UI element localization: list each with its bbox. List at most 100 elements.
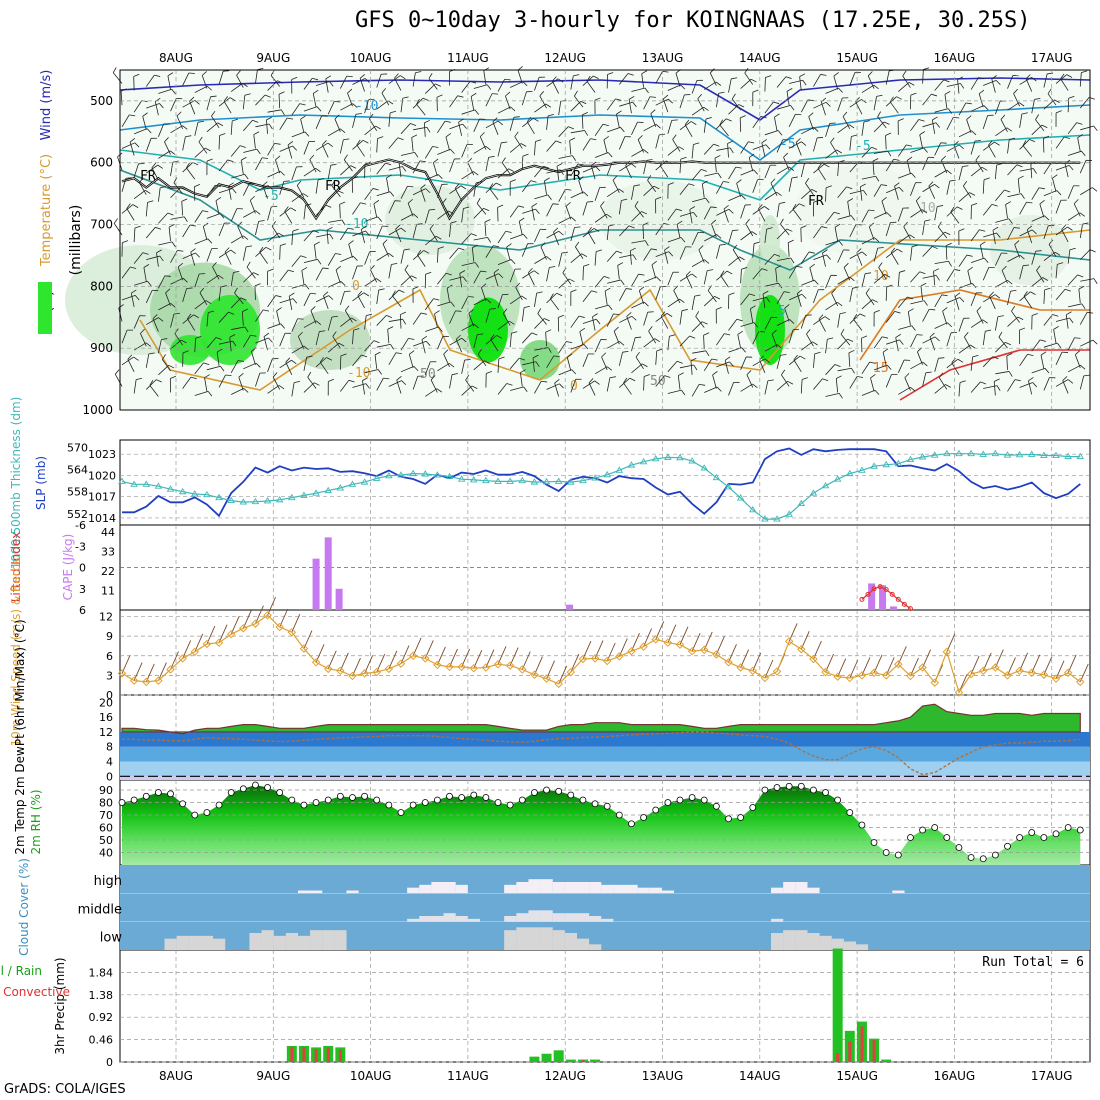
wind-barb bbox=[424, 361, 431, 375]
wind-barb bbox=[618, 200, 622, 215]
wind-barb-flag bbox=[1026, 201, 1033, 204]
wind-barb bbox=[861, 389, 876, 396]
wind-barb bbox=[983, 79, 997, 86]
wind-barb bbox=[691, 106, 704, 116]
wind-barb-flag bbox=[972, 354, 979, 358]
wind-barb-flag bbox=[129, 114, 136, 117]
precip-total-bar bbox=[881, 1059, 892, 1062]
wind-barb bbox=[376, 100, 389, 110]
wind-barb bbox=[618, 352, 623, 366]
wind10m-speed-point bbox=[615, 652, 624, 661]
wind-barb bbox=[176, 115, 184, 129]
wind-barb-flag bbox=[957, 76, 964, 80]
wind-barb-flag bbox=[951, 357, 956, 364]
wind-barb-flag bbox=[477, 333, 484, 336]
wind-barb-flag bbox=[587, 226, 592, 233]
wind-barb bbox=[158, 275, 166, 289]
wind-barb bbox=[716, 361, 730, 368]
wind-barb-flag bbox=[397, 137, 404, 141]
wind-barb bbox=[497, 79, 506, 92]
wind-barb bbox=[982, 179, 985, 194]
wind-barb bbox=[267, 170, 281, 178]
wind-barb bbox=[716, 270, 728, 281]
wind-barb bbox=[303, 78, 313, 90]
wind-barb-flag bbox=[171, 241, 176, 248]
wind-barb-flag bbox=[746, 370, 752, 376]
wind-barb bbox=[194, 300, 207, 310]
wind-barb bbox=[194, 362, 204, 375]
wind-barb-flag bbox=[1031, 229, 1037, 235]
wind-barb bbox=[855, 101, 863, 115]
wind-barb bbox=[327, 190, 339, 202]
wind-barb bbox=[1007, 75, 1014, 89]
wind-barb-flag bbox=[723, 204, 729, 210]
wind-barb bbox=[206, 96, 211, 111]
wind-barb-flag bbox=[871, 146, 878, 150]
wind-barb-flag bbox=[684, 119, 690, 125]
wind-barb-flag bbox=[322, 267, 329, 270]
wind10m-barb bbox=[449, 648, 458, 668]
wind-barb bbox=[509, 143, 522, 153]
rh-shading-region bbox=[990, 215, 1070, 285]
wind-barb bbox=[230, 120, 233, 135]
wind-barb-flag bbox=[594, 97, 601, 101]
wind-barb-flag bbox=[353, 328, 360, 331]
wind-barb-flag bbox=[830, 137, 835, 143]
wind-barb-flag bbox=[923, 300, 928, 306]
wind-barb bbox=[218, 135, 220, 150]
wind-barb-flag bbox=[193, 314, 199, 319]
wind-barb bbox=[206, 185, 216, 197]
wind-barb bbox=[539, 95, 547, 109]
wind-barb-flag bbox=[549, 293, 554, 299]
wind10m-barb bbox=[703, 631, 713, 651]
wind-barb bbox=[170, 162, 174, 177]
wind-barb bbox=[218, 286, 222, 301]
wind-barb bbox=[662, 98, 669, 113]
wind-barb-flag bbox=[188, 72, 195, 74]
wind-barb bbox=[212, 266, 220, 280]
wind-barb bbox=[449, 123, 463, 130]
lifted-index-point bbox=[889, 591, 895, 597]
wind-barb bbox=[348, 244, 353, 258]
precip-total-bar bbox=[553, 1050, 564, 1062]
wind-barb-flag bbox=[523, 386, 528, 392]
wind-barb-flag bbox=[165, 288, 171, 294]
x-tick-label-bottom: 17AUG bbox=[1031, 1069, 1073, 1083]
wind-barb bbox=[861, 299, 873, 310]
thickness-marker bbox=[336, 484, 345, 491]
wind-barb-flag bbox=[521, 295, 527, 300]
wind-barb-flag bbox=[748, 141, 755, 144]
wind-barb bbox=[612, 180, 620, 193]
wind-barb-flag bbox=[1092, 339, 1098, 345]
wind-barb-flag bbox=[945, 384, 951, 388]
wind-barb-flag bbox=[481, 283, 487, 288]
wind-barb-flag bbox=[827, 337, 834, 340]
wind-barb-flag bbox=[741, 267, 748, 270]
wind-barb-flag bbox=[873, 310, 880, 313]
wind10m-barb bbox=[291, 614, 301, 633]
wind-barb bbox=[715, 93, 720, 108]
precip-convective-bar bbox=[872, 1040, 876, 1062]
wind-barb-flag bbox=[974, 140, 982, 142]
wind-barb-flag bbox=[348, 379, 355, 383]
thickness-marker bbox=[1015, 450, 1024, 458]
wind-barb bbox=[326, 230, 329, 245]
wind-barb-flag bbox=[741, 194, 746, 200]
wind-barb-flag bbox=[904, 373, 910, 378]
wind-barb bbox=[1062, 380, 1069, 394]
wind-barb bbox=[1043, 377, 1050, 391]
wind-barb-flag bbox=[112, 67, 117, 73]
wind-barb bbox=[904, 377, 911, 391]
wind-barb bbox=[267, 109, 282, 113]
wind-barb bbox=[1028, 380, 1033, 395]
wind-barb bbox=[582, 138, 591, 151]
wind-barb-flag bbox=[681, 308, 688, 312]
wind-barb bbox=[315, 331, 320, 346]
wind-barb bbox=[168, 227, 171, 242]
wind-barb-flag bbox=[872, 158, 879, 162]
wind-barb bbox=[443, 353, 450, 367]
wind-barb-flag bbox=[302, 193, 309, 198]
wind-barb-flag bbox=[725, 118, 732, 122]
thickness-tick-label: 570 bbox=[67, 441, 88, 454]
wind-barb-flag bbox=[650, 248, 658, 251]
